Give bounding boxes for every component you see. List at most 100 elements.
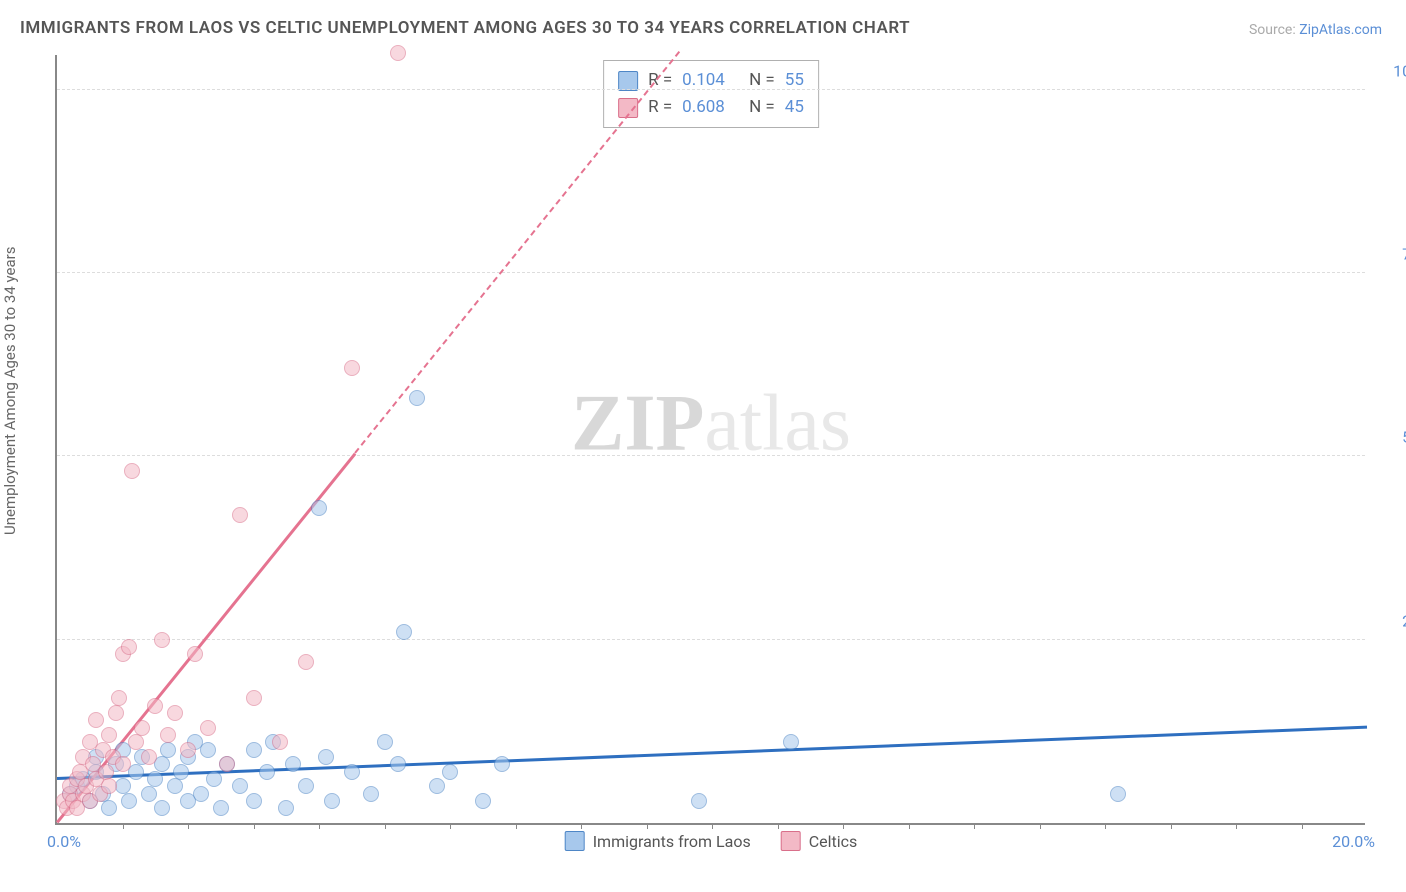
data-point [193, 786, 209, 802]
n-label: N = [749, 67, 775, 94]
data-point [232, 778, 248, 794]
x-minor-tick [1040, 823, 1041, 829]
x-minor-tick [778, 823, 779, 829]
data-point [101, 778, 117, 794]
r-label: R = [648, 67, 672, 94]
data-point [124, 463, 140, 479]
x-minor-tick [909, 823, 910, 829]
swatch-icon [618, 71, 638, 91]
source-credit: Source: ZipAtlas.com [1249, 22, 1382, 38]
gridline [57, 272, 1365, 273]
data-point [128, 734, 144, 750]
y-tick-label: 100.0% [1375, 61, 1406, 80]
y-tick-label: 75.0% [1375, 245, 1406, 264]
data-point [442, 764, 458, 780]
data-point [272, 734, 288, 750]
data-point [111, 690, 127, 706]
y-axis-label: Unemployment Among Ages 30 to 34 years [1, 247, 19, 535]
data-point [141, 749, 157, 765]
legend-item: Immigrants from Laos [565, 831, 751, 851]
x-minor-tick [188, 823, 189, 829]
data-point [121, 639, 137, 655]
data-point [200, 720, 216, 736]
r-value: 0.608 [682, 94, 725, 121]
x-tick-origin: 0.0% [47, 832, 81, 851]
stats-row: R = 0.608 N = 45 [618, 94, 804, 121]
data-point [259, 764, 275, 780]
data-point [219, 756, 235, 772]
data-point [147, 771, 163, 787]
x-minor-tick [974, 823, 975, 829]
x-minor-tick [123, 823, 124, 829]
data-point [187, 646, 203, 662]
x-minor-tick [712, 823, 713, 829]
data-point [154, 632, 170, 648]
data-point [691, 793, 707, 809]
watermark-bold: ZIP [571, 379, 704, 467]
x-tick-max: 20.0% [1332, 832, 1375, 851]
data-point [147, 698, 163, 714]
data-point [246, 793, 262, 809]
gridline [57, 89, 1365, 90]
data-point [167, 778, 183, 794]
data-point [154, 800, 170, 816]
data-point [213, 800, 229, 816]
y-tick-label: 25.0% [1375, 611, 1406, 630]
scatter-plot: ZIPatlas R = 0.104 N = 55 R = 0.608 N = … [55, 55, 1365, 825]
x-minor-tick [516, 823, 517, 829]
data-point [429, 778, 445, 794]
data-point [160, 742, 176, 758]
data-point [344, 360, 360, 376]
x-minor-tick [385, 823, 386, 829]
data-point [377, 734, 393, 750]
source-link[interactable]: ZipAtlas.com [1299, 22, 1382, 38]
data-point [88, 712, 104, 728]
series-legend: Immigrants from Laos Celtics [565, 831, 858, 851]
data-point [1110, 786, 1126, 802]
x-minor-tick [319, 823, 320, 829]
data-point [98, 764, 114, 780]
gridline [57, 639, 1365, 640]
data-point [298, 654, 314, 670]
data-point [409, 390, 425, 406]
data-point [298, 778, 314, 794]
n-value: 55 [785, 67, 804, 94]
chart-title: IMMIGRANTS FROM LAOS VS CELTIC UNEMPLOYM… [20, 18, 910, 38]
data-point [173, 764, 189, 780]
x-minor-tick [450, 823, 451, 829]
data-point [494, 756, 510, 772]
data-point [134, 720, 150, 736]
data-point [108, 705, 124, 721]
swatch-icon [781, 831, 801, 851]
data-point [318, 749, 334, 765]
x-minor-tick [254, 823, 255, 829]
n-value: 45 [785, 94, 804, 121]
data-point [324, 793, 340, 809]
data-point [246, 690, 262, 706]
legend-item: Celtics [781, 831, 858, 851]
data-point [101, 800, 117, 816]
x-minor-tick [1302, 823, 1303, 829]
data-point [206, 771, 222, 787]
watermark-light: atlas [704, 379, 851, 467]
data-point [475, 793, 491, 809]
legend-label: Immigrants from Laos [593, 832, 751, 851]
x-minor-tick [1236, 823, 1237, 829]
y-tick-label: 50.0% [1375, 428, 1406, 447]
data-point [363, 786, 379, 802]
swatch-icon [565, 831, 585, 851]
data-point [246, 742, 262, 758]
data-point [160, 727, 176, 743]
data-point [783, 734, 799, 750]
data-point [390, 756, 406, 772]
gridline [57, 455, 1365, 456]
x-minor-tick [581, 823, 582, 829]
x-minor-tick [1171, 823, 1172, 829]
n-label: N = [749, 94, 775, 121]
x-minor-tick [647, 823, 648, 829]
data-point [344, 764, 360, 780]
data-point [200, 742, 216, 758]
data-point [390, 45, 406, 61]
data-point [232, 507, 248, 523]
data-point [141, 786, 157, 802]
